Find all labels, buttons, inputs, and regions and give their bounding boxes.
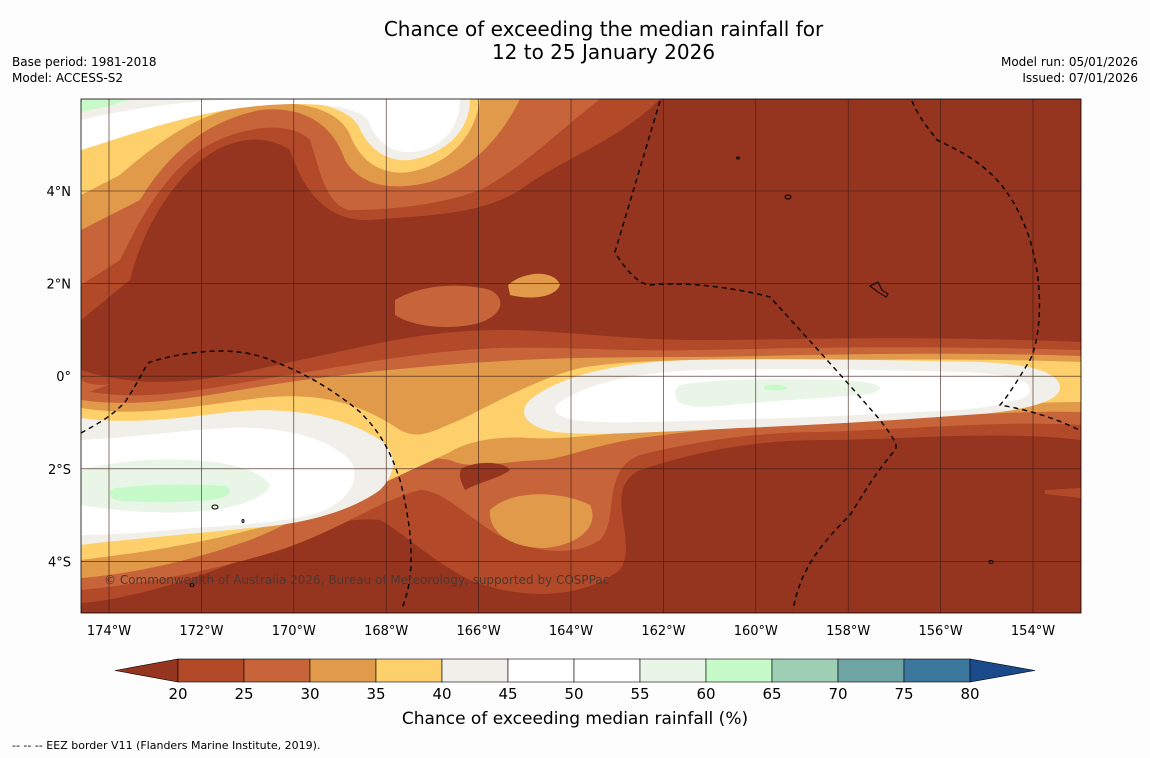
base-period: Base period: 1981-2018 — [12, 55, 157, 69]
colorbar-segment — [771, 658, 839, 683]
contour-35-blob-s — [489, 494, 593, 548]
colorbar-segment — [177, 658, 245, 683]
chart-title: Chance of exceeding the median rainfall … — [0, 18, 1150, 64]
latitude-labels: 4°N 2°N 0° 2°S 4°S — [47, 185, 72, 570]
colorbar-tick-label: 60 — [696, 685, 715, 703]
island-4 — [189, 583, 195, 587]
meta-right: Model run: 05/01/2026 Issued: 07/01/2026 — [1001, 54, 1138, 86]
contour-30-west-edge — [81, 380, 110, 395]
colorbar-tick-label: 45 — [498, 685, 517, 703]
contour-65-top — [81, 99, 130, 112]
copyright-notice: © Commonwealth of Australia 2026, Bureau… — [104, 573, 609, 587]
longitude-label: 154°W — [1011, 624, 1055, 639]
eez-border-central — [614, 100, 897, 611]
colorbar-tick-label: 75 — [894, 685, 913, 703]
colorbar-tick-label: 30 — [300, 685, 319, 703]
contour-60-east — [675, 378, 880, 407]
latitude-label: 0° — [56, 370, 71, 385]
colorbar-segment — [837, 658, 905, 683]
island-6 — [988, 560, 994, 564]
eez-border-west — [80, 350, 412, 609]
contour-field — [81, 99, 1081, 613]
contour-20-blob — [459, 462, 510, 490]
colorbar-tick-label: 25 — [234, 685, 253, 703]
colorbar-extend-high — [969, 658, 1036, 683]
contour-30-blob — [395, 285, 501, 327]
longitude-label: 166°W — [457, 624, 501, 639]
colorbar-segment — [639, 658, 707, 683]
contour-65-east — [764, 384, 788, 391]
colorbar — [114, 658, 1036, 683]
island-1 — [784, 194, 792, 200]
colorbar-segment — [441, 658, 509, 683]
longitude-label: 158°W — [826, 624, 870, 639]
colorbar-tick-label: 80 — [960, 685, 979, 703]
colorbar-tick-label: 70 — [828, 685, 847, 703]
contour-50 — [81, 99, 460, 153]
colorbar-tick-label: 65 — [762, 685, 781, 703]
colorbar-label: Chance of exceeding median rainfall (%) — [401, 709, 749, 729]
island-7 — [241, 519, 245, 523]
colorbar-tick-labels: 20 25 30 35 40 45 50 55 60 65 70 75 80 — [168, 685, 979, 703]
meta-left: Base period: 1981-2018 Model: ACCESS-S2 — [12, 54, 157, 86]
longitude-label: 162°W — [641, 624, 685, 639]
contour-65-sw — [109, 484, 230, 503]
longitude-label: 160°W — [734, 624, 778, 639]
colorbar-segment — [573, 658, 641, 683]
map-frame — [80, 98, 1082, 614]
latitude-label: 4°S — [48, 555, 71, 570]
longitude-label: 168°W — [364, 624, 408, 639]
island-5 — [736, 156, 740, 160]
colorbar-tick-label: 55 — [630, 685, 649, 703]
colorbar-segment — [243, 658, 311, 683]
island-3 — [211, 504, 219, 510]
latitude-label: 2°S — [48, 463, 71, 478]
colorbar-tick-label: 20 — [168, 685, 187, 703]
colorbar-segment — [309, 658, 377, 683]
colorbar-segment — [507, 658, 575, 683]
islands — [189, 156, 994, 587]
colorbar-tick-label: 40 — [432, 685, 451, 703]
footnote: -- -- -- EEZ border V11 (Flanders Marine… — [12, 739, 321, 752]
title-line-2: 12 to 25 January 2026 — [491, 40, 716, 64]
colorbar-tick-label: 35 — [366, 685, 385, 703]
eez-border-east — [911, 100, 1080, 431]
colorbar-extend-low — [114, 658, 179, 683]
latitude-label: 2°N — [47, 278, 72, 293]
colorbar-segment — [705, 658, 773, 683]
gridlines — [81, 99, 1081, 613]
model-name: Model: ACCESS-S2 — [12, 71, 124, 85]
contour-35-blob-n — [508, 273, 560, 298]
colorbar-segment — [375, 658, 443, 683]
model-run: Model run: 05/01/2026 — [1000, 55, 1138, 69]
longitude-labels: 174°W 172°W 170°W 168°W 166°W 164°W 162°W 160°W… — [87, 624, 1055, 639]
longitude-label: 172°W — [179, 624, 223, 639]
colorbar-segment — [903, 658, 971, 683]
title-line-1: Chance of exceeding the median rainfall … — [383, 17, 824, 41]
issued-date: Issued: 07/01/2026 — [1022, 71, 1138, 85]
contour-25-east-edge — [1045, 488, 1081, 498]
longitude-label: 156°W — [919, 624, 963, 639]
eez-borders — [80, 100, 1080, 611]
colorbar-tick-label: 50 — [564, 685, 583, 703]
longitude-label: 164°W — [549, 624, 593, 639]
latitude-label: 4°N — [47, 185, 72, 200]
longitude-label: 170°W — [272, 624, 316, 639]
island-2 — [869, 281, 889, 298]
longitude-label: 174°W — [87, 624, 131, 639]
